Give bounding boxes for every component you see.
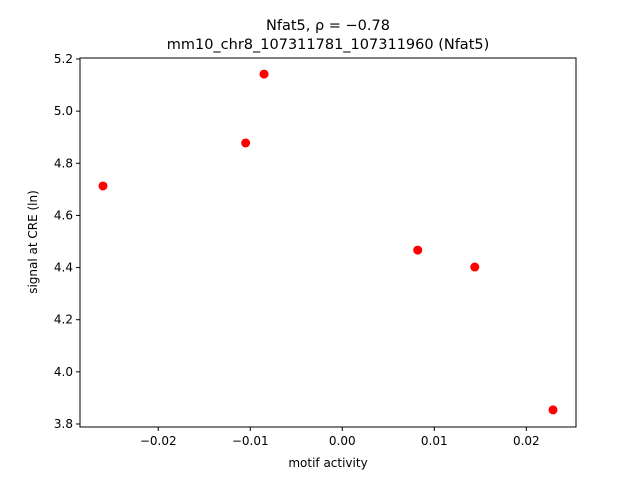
y-axis-label: signal at CRE (ln) [26,190,40,294]
chart-title: Nfat5, ρ = −0.78 [266,18,390,34]
axes-frame [79,57,577,428]
y-tick-label: 4.2 [54,313,73,327]
x-tick-label: 0.00 [329,434,356,448]
x-tick-label: 0.01 [421,434,448,448]
y-tick-label: 4.8 [54,156,73,170]
y-tick-label: 4.0 [54,365,73,379]
x-tick-label: −0.01 [232,434,269,448]
point [241,138,251,148]
point [470,262,480,272]
x-tick-label: 0.02 [513,434,540,448]
point [98,181,108,191]
x-axis-label: motif activity [288,456,367,470]
y-tick-label: 3.8 [54,417,73,431]
y-tick-label: 4.6 [54,208,73,222]
y-tick-label: 5.2 [54,52,73,66]
y-tick-label: 4.4 [54,261,73,275]
chart-subtitle: mm10_chr8_107311781_107311960 (Nfat5) [167,37,490,53]
point [548,405,558,415]
y-tick-label: 5.0 [54,104,73,118]
x-tick-label: −0.02 [140,434,177,448]
point [413,245,423,255]
point [259,69,269,79]
